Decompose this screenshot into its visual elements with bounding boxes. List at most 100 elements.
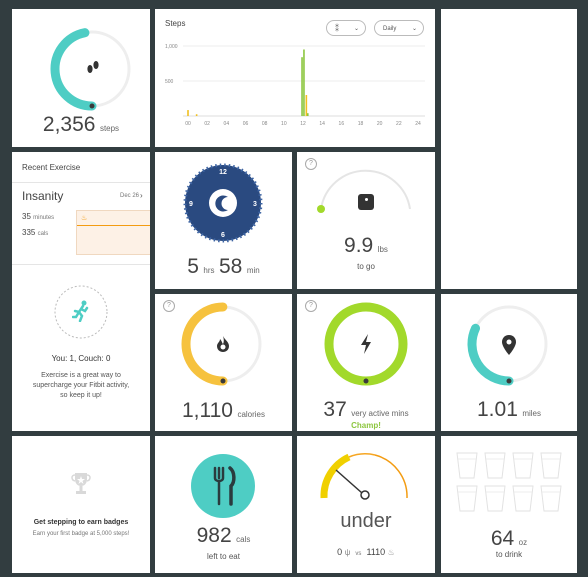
water-value: 64 xyxy=(490,527,515,550)
fork-knife-icon: ψ xyxy=(344,548,351,557)
meter-vs: vs xyxy=(355,551,362,557)
clock-label-12: 12 xyxy=(219,169,227,176)
food-tile[interactable]: 982 cals left to eat xyxy=(155,436,292,573)
calories-tile[interactable]: ? 1,110 calories xyxy=(155,294,292,431)
x-tick-label: 08 xyxy=(262,121,268,127)
steps-ring xyxy=(50,28,131,111)
x-axis-ticks: 00 02 04 06 08 10 12 14 16 18 20 22 24 xyxy=(185,121,421,127)
distance-value: 1.01 xyxy=(477,398,518,421)
food-unit: cals xyxy=(236,535,251,544)
steps-progress-marker xyxy=(89,103,95,109)
active-minutes-tile[interactable]: ? 37 very active mins Champ! xyxy=(297,294,435,431)
calories-ring xyxy=(181,302,262,386)
calories-progress-arc xyxy=(181,302,228,386)
x-tick-label: 10 xyxy=(281,121,287,127)
cals-value: 335 xyxy=(22,228,36,237)
steps-unit: steps xyxy=(99,124,120,133)
water-glass xyxy=(484,485,506,512)
recent-exercise-tile[interactable]: Recent Exercise Insanity Dec 26 › 35 min… xyxy=(12,152,150,265)
meter-comparison: 0 ψ vs 1110 ♨ xyxy=(297,547,435,557)
water-tile[interactable]: 64 oz to drink xyxy=(441,436,577,573)
steps-chart-tile: Steps ⁑ ⌄ Daily ⌄ 1,000 500 00 02 04 06 08 10… xyxy=(155,9,435,147)
sleep-hours-unit: hrs xyxy=(203,266,215,275)
steps-bar-chart: 1,000 500 00 02 04 06 08 10 12 14 16 18 20 22 24 xyxy=(165,44,425,127)
moon-icon xyxy=(215,195,228,212)
x-tick-label: 16 xyxy=(339,121,345,127)
badges-tile[interactable]: Get stepping to earn badges Earn your fi… xyxy=(12,436,150,573)
distance-ring xyxy=(467,305,548,386)
chevron-down-icon: ⌄ xyxy=(411,26,417,32)
distance-value-row: 1.01 miles xyxy=(441,398,577,422)
steps-value: 2,356 xyxy=(42,113,96,136)
location-pin-icon xyxy=(502,335,516,355)
steps-progress-arc xyxy=(50,28,97,111)
water-value-row: 64 oz xyxy=(441,527,577,551)
question-icon[interactable]: ? xyxy=(305,300,317,312)
activity-date: Dec 26 xyxy=(120,193,140,199)
x-tick-label: 20 xyxy=(377,121,383,127)
footprint-icon xyxy=(85,59,101,77)
x-tick-label: 14 xyxy=(319,121,325,127)
sleep-minutes-unit: min xyxy=(246,266,260,275)
water-glasses xyxy=(456,452,562,512)
distance-tile[interactable]: 1.01 miles xyxy=(441,294,577,431)
trophy-icon xyxy=(70,471,92,497)
water-glass xyxy=(456,452,478,479)
meter-needle xyxy=(335,469,363,494)
x-tick-label: 00 xyxy=(185,121,191,127)
exercise-score: You: 1, Couch: 0 xyxy=(51,354,111,363)
meter-in-value: 0 xyxy=(337,547,343,557)
sleep-clock: 12 3 6 9 xyxy=(183,163,263,243)
x-tick-label: 04 xyxy=(224,121,230,127)
water-glass xyxy=(540,452,562,479)
active-unit: very active mins xyxy=(351,409,409,418)
calorie-meter-tile[interactable]: under 0 ψ vs 1110 ♨ xyxy=(297,436,435,573)
chevron-right-icon[interactable]: › xyxy=(140,191,143,200)
chevron-down-icon: ⌄ xyxy=(353,26,359,32)
flame-icon: ♨ xyxy=(81,215,88,222)
meter-status: under xyxy=(340,510,392,532)
weight-gauge xyxy=(317,169,411,213)
question-icon[interactable]: ? xyxy=(305,158,317,170)
steps-bar xyxy=(187,110,189,116)
running-person-icon xyxy=(72,300,92,322)
water-glass xyxy=(540,485,562,512)
steps-bar xyxy=(195,114,198,116)
steps-tile[interactable]: 2,356 steps xyxy=(12,9,150,147)
calories-value: 1,110 xyxy=(181,399,233,422)
steps-bar xyxy=(305,95,308,116)
y-tick-1000: 1,000 xyxy=(165,44,178,50)
weight-sub: to go xyxy=(357,262,375,271)
lightning-icon xyxy=(359,334,373,354)
sleep-tile[interactable]: 12 3 6 9 5 hrs 58 min xyxy=(155,152,292,289)
active-value-row: 37 very active mins xyxy=(297,398,435,422)
empty-tile xyxy=(441,9,577,289)
x-tick-label: 02 xyxy=(204,121,210,127)
steps-bar xyxy=(303,49,305,116)
calories-value-row: 1,110 calories xyxy=(155,399,292,423)
calorie-meter-gauge xyxy=(320,453,408,500)
clock-label-3: 3 xyxy=(253,201,257,208)
footprint-icon: ⁑ xyxy=(335,24,339,33)
minutes-value: 35 xyxy=(22,212,31,221)
active-praise: Champ! xyxy=(351,421,381,430)
exercise-minutes: 35 minutes xyxy=(22,212,54,221)
distance-progress-arc xyxy=(467,323,514,386)
steps-type-dropdown[interactable]: ⁑ ⌄ xyxy=(326,20,366,36)
recent-exercise-header: Recent Exercise xyxy=(22,163,81,172)
active-value: 37 xyxy=(323,398,347,421)
scale-icon xyxy=(358,194,374,210)
x-tick-label: 18 xyxy=(358,121,364,127)
exercise-goal-tile[interactable]: You: 1, Couch: 0 Exercise is a great way… xyxy=(12,265,150,431)
fork-knife-icon xyxy=(213,466,236,506)
exercise-ring xyxy=(54,285,108,339)
exercise-heart-chart: ♨ xyxy=(76,210,150,255)
water-unit: oz xyxy=(518,538,528,547)
weight-tile[interactable]: ? 9.9 lbs to go xyxy=(297,152,435,289)
badges-sub: Earn your first badge at 5,000 steps! xyxy=(32,531,130,537)
exercise-message: Exercise is a great way to supercharge y… xyxy=(32,372,130,399)
y-tick-500: 500 xyxy=(165,79,174,85)
water-glass xyxy=(456,485,478,512)
question-icon[interactable]: ? xyxy=(163,300,175,312)
period-dropdown[interactable]: Daily ⌄ xyxy=(374,20,424,36)
